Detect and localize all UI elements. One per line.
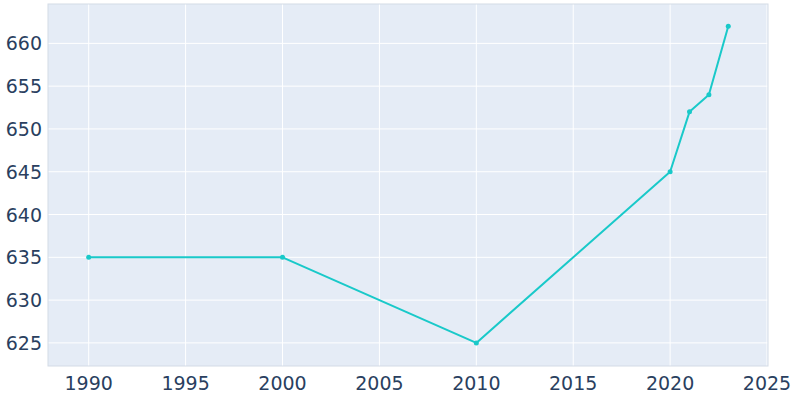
chart-svg: 1990 1995 2000 2005 2010 2015 2020 2025 625 630 63… [0, 0, 800, 400]
data-group [86, 24, 731, 346]
y-tick-label: 645 [6, 161, 42, 183]
x-tick-label: 1990 [65, 372, 113, 394]
y-tick-label: 660 [6, 32, 42, 54]
point [86, 255, 91, 260]
plot-background [48, 4, 768, 366]
y-grid-line [48, 214, 768, 215]
x-grid-line [88, 4, 89, 366]
x-grid-line [282, 4, 283, 366]
x-grid-line [573, 4, 574, 366]
y-grid-line [48, 300, 768, 301]
line [89, 26, 729, 343]
y-grid-line [48, 86, 768, 87]
y-tick-label: 655 [6, 75, 42, 97]
x-grid-line [379, 4, 380, 366]
x-tick-label: 2015 [549, 372, 597, 394]
point [668, 169, 673, 174]
point [280, 255, 285, 260]
y-grid-line [48, 342, 768, 343]
point [687, 109, 692, 114]
y-tick-label: 640 [6, 204, 42, 226]
y-grid-line [48, 171, 768, 172]
grid [48, 4, 768, 366]
point [474, 340, 479, 345]
x-tick-label: 2005 [355, 372, 403, 394]
x-grid-line [185, 4, 186, 366]
y-tick-label: 650 [6, 118, 42, 140]
point [706, 92, 711, 97]
x-tick-label: 2025 [743, 372, 791, 394]
y-tick-label: 630 [6, 289, 42, 311]
x-grid-line [767, 4, 768, 366]
y-tick-label: 625 [6, 332, 42, 354]
chart-container: 1990 1995 2000 2005 2010 2015 2020 2025 625 630 63… [0, 0, 800, 400]
x-grid-line [670, 4, 671, 366]
x-tick-label: 2010 [452, 372, 500, 394]
x-tick-label: 2020 [646, 372, 694, 394]
plot-frame [48, 4, 768, 366]
y-grid-line [48, 43, 768, 44]
point [726, 24, 731, 29]
y-tick-label: 635 [6, 246, 42, 268]
x-tick-label: 1995 [161, 372, 209, 394]
y-grid-line [48, 128, 768, 129]
x-tick-label: 2000 [258, 372, 306, 394]
x-grid-line [476, 4, 477, 366]
